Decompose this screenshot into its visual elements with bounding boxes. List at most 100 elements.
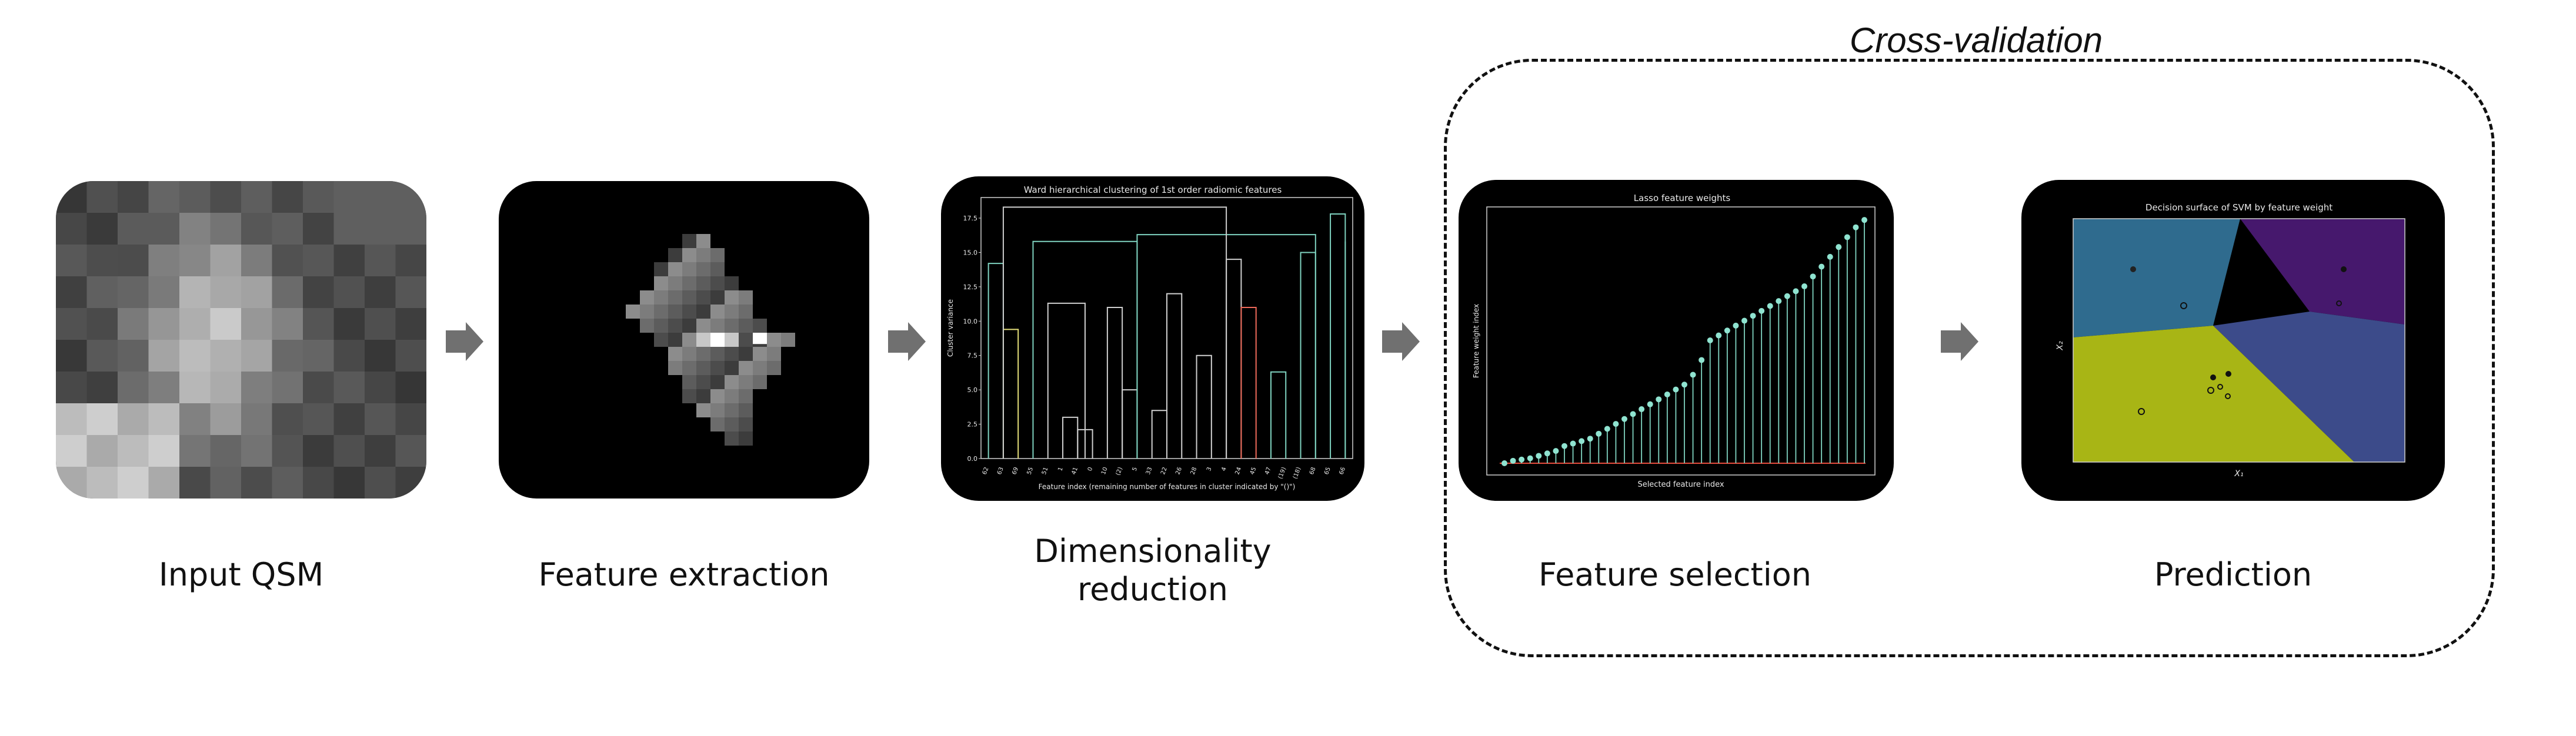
dendrogram-title: Ward hierarchical clustering of 1st orde… — [1024, 185, 1282, 195]
leaf-label: 0 — [1087, 466, 1095, 472]
leaf-label: (2) — [1115, 466, 1124, 476]
y-tick-label: 2.5 — [967, 421, 978, 429]
leaf-label: 69 — [1011, 466, 1020, 476]
lasso-point — [1801, 283, 1807, 290]
leaf-label: 3 — [1206, 466, 1213, 472]
leaf-label: (19) — [1277, 466, 1287, 480]
lasso-ylabel: Feature weight index — [1472, 304, 1480, 378]
lasso-point — [1630, 411, 1636, 417]
lasso-point — [1639, 406, 1645, 413]
leaf-label: 1 — [1057, 466, 1065, 472]
lasso-point — [1544, 450, 1550, 457]
lasso-point — [1510, 457, 1516, 464]
lasso-point — [1767, 303, 1773, 309]
leaf-label: 4 — [1220, 466, 1228, 472]
dendrogram-link — [1002, 329, 1019, 459]
data-point — [2210, 374, 2216, 380]
y-tick-label: 15.0 — [963, 249, 978, 256]
lasso-point — [1561, 443, 1567, 449]
leaf-label: 33 — [1145, 466, 1154, 476]
lasso-point — [1810, 273, 1816, 280]
leaf-label: 24 — [1234, 466, 1243, 476]
lasso-point — [1579, 438, 1585, 444]
arrow-right-icon — [1382, 322, 1420, 361]
lasso-point — [1818, 263, 1825, 270]
dendrogram-link — [1240, 306, 1257, 459]
y-tick-label: 12.5 — [963, 283, 978, 291]
arrow-right-icon — [446, 322, 483, 361]
lasso-point — [1596, 430, 1602, 437]
lasso-point — [1647, 401, 1653, 407]
lasso-point — [1501, 460, 1507, 466]
svm-points — [2130, 266, 2347, 415]
y-tick-label: 7.5 — [967, 352, 978, 360]
lasso-point — [1750, 313, 1756, 319]
lasso-point — [1836, 244, 1842, 250]
lasso-point — [1673, 386, 1679, 393]
leaf-label: 10 — [1100, 466, 1109, 476]
leaf-label: 62 — [982, 466, 990, 476]
cross-validation-group — [1444, 59, 2495, 657]
step-label-prediction: Prediction — [2154, 556, 2313, 593]
step-label-feature-selection: Feature selection — [1539, 556, 1811, 593]
lasso-point — [1707, 337, 1713, 343]
leaf-label: 22 — [1160, 466, 1169, 476]
data-point — [2217, 384, 2223, 390]
y-tick-label: 17.5 — [963, 215, 978, 222]
lasso-point — [1604, 426, 1610, 432]
dendrogram-link — [1047, 302, 1086, 459]
leaf-label: 45 — [1249, 466, 1258, 476]
dendrogram-ylabel: Cluster variance — [946, 299, 955, 357]
arrow-right-icon — [888, 322, 926, 361]
lasso-point — [1733, 322, 1739, 329]
dendrogram-link — [1062, 416, 1079, 459]
dendrogram-link — [1151, 410, 1167, 459]
data-point — [2225, 371, 2231, 377]
dendrogram-link — [1196, 354, 1212, 459]
step-label-feature-extraction: Feature extraction — [538, 556, 830, 593]
lasso-point — [1699, 357, 1705, 363]
svm-regions — [2073, 219, 2405, 462]
leaf-label: 26 — [1174, 466, 1183, 476]
lasso-point — [1690, 372, 1696, 378]
lasso-point — [1519, 456, 1525, 463]
leaf-label: 63 — [996, 466, 1005, 476]
input-qsm-image — [56, 181, 426, 499]
data-point — [2180, 302, 2187, 309]
lasso-point — [1613, 421, 1619, 427]
dendrogram-link — [1330, 213, 1346, 459]
lasso-point — [1570, 440, 1576, 447]
dendrogram-link — [1122, 389, 1138, 459]
lasso-point — [1527, 455, 1533, 461]
lasso-point — [1656, 396, 1662, 403]
lasso-point — [1759, 307, 1765, 314]
y-tick-label: 5.0 — [967, 386, 978, 394]
data-point — [2138, 408, 2145, 415]
leaf-label: 65 — [1323, 466, 1332, 476]
lasso-title: Lasso feature weights — [1634, 193, 1731, 203]
leaf-label: 41 — [1070, 466, 1079, 476]
lasso-point — [1587, 436, 1593, 442]
dendrogram-link — [1002, 206, 1227, 459]
lasso-chart: Lasso feature weights Feature weight ind… — [1459, 180, 1894, 501]
leaf-label: 28 — [1190, 466, 1199, 476]
lasso-point — [1536, 453, 1542, 459]
lasso-point — [1776, 298, 1782, 305]
leaf-label: 68 — [1309, 466, 1317, 476]
lasso-point — [1664, 391, 1670, 397]
lasso-point — [1621, 416, 1627, 422]
lasso-point — [1716, 332, 1722, 339]
svm-title: Decision surface of SVM by feature weigh… — [2145, 202, 2333, 213]
dendrogram-link — [1270, 371, 1287, 459]
leaf-label: (18) — [1292, 466, 1302, 480]
leaf-label: 66 — [1338, 466, 1347, 476]
dendrogram-chart: Ward hierarchical clustering of 1st orde… — [941, 176, 1364, 501]
lasso-point — [1861, 217, 1867, 223]
svm-xlabel: X₁ — [2234, 469, 2243, 479]
dendrogram-link — [1226, 259, 1242, 459]
lasso-point — [1784, 293, 1790, 299]
feature-extraction-image — [499, 181, 869, 499]
dendrogram-link — [1166, 293, 1183, 459]
dendrogram-link — [987, 263, 1004, 459]
leaf-label: 55 — [1026, 466, 1035, 476]
